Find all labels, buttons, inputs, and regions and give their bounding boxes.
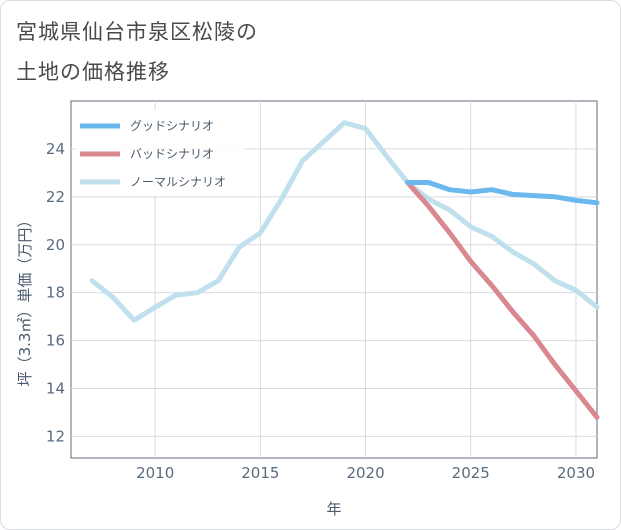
series-line [89, 120, 600, 323]
y-tick-label: 24 [46, 140, 65, 158]
legend-label: ノーマルシナリオ [130, 175, 226, 189]
x-tick-label: 2030 [557, 464, 595, 482]
legend-label: バッドシナリオ [130, 147, 214, 161]
x-tick-label: 2025 [452, 464, 490, 482]
series-line [405, 180, 600, 420]
legend-label: グッドシナリオ [130, 119, 214, 133]
y-tick-label: 16 [46, 332, 65, 350]
y-tick-label: 22 [46, 188, 65, 206]
plot-frame [70, 100, 598, 459]
y-tick-label: 20 [46, 236, 65, 254]
x-tick-label: 2020 [346, 464, 384, 482]
y-tick-label: 12 [46, 427, 65, 445]
x-axis-title: 年 [326, 500, 341, 518]
y-axis-title: 坪（3.3㎡）単価（万円） [16, 213, 34, 387]
series-line [405, 180, 600, 206]
x-tick-label: 2010 [136, 464, 174, 482]
chart-title-line-2: 土地の価格推移 [16, 60, 170, 84]
x-tick-label: 2015 [241, 464, 279, 482]
y-tick-label: 14 [46, 380, 65, 398]
y-tick-label: 18 [46, 284, 65, 302]
chart-title-line-1: 宮城県仙台市泉区松陵の [16, 20, 258, 44]
